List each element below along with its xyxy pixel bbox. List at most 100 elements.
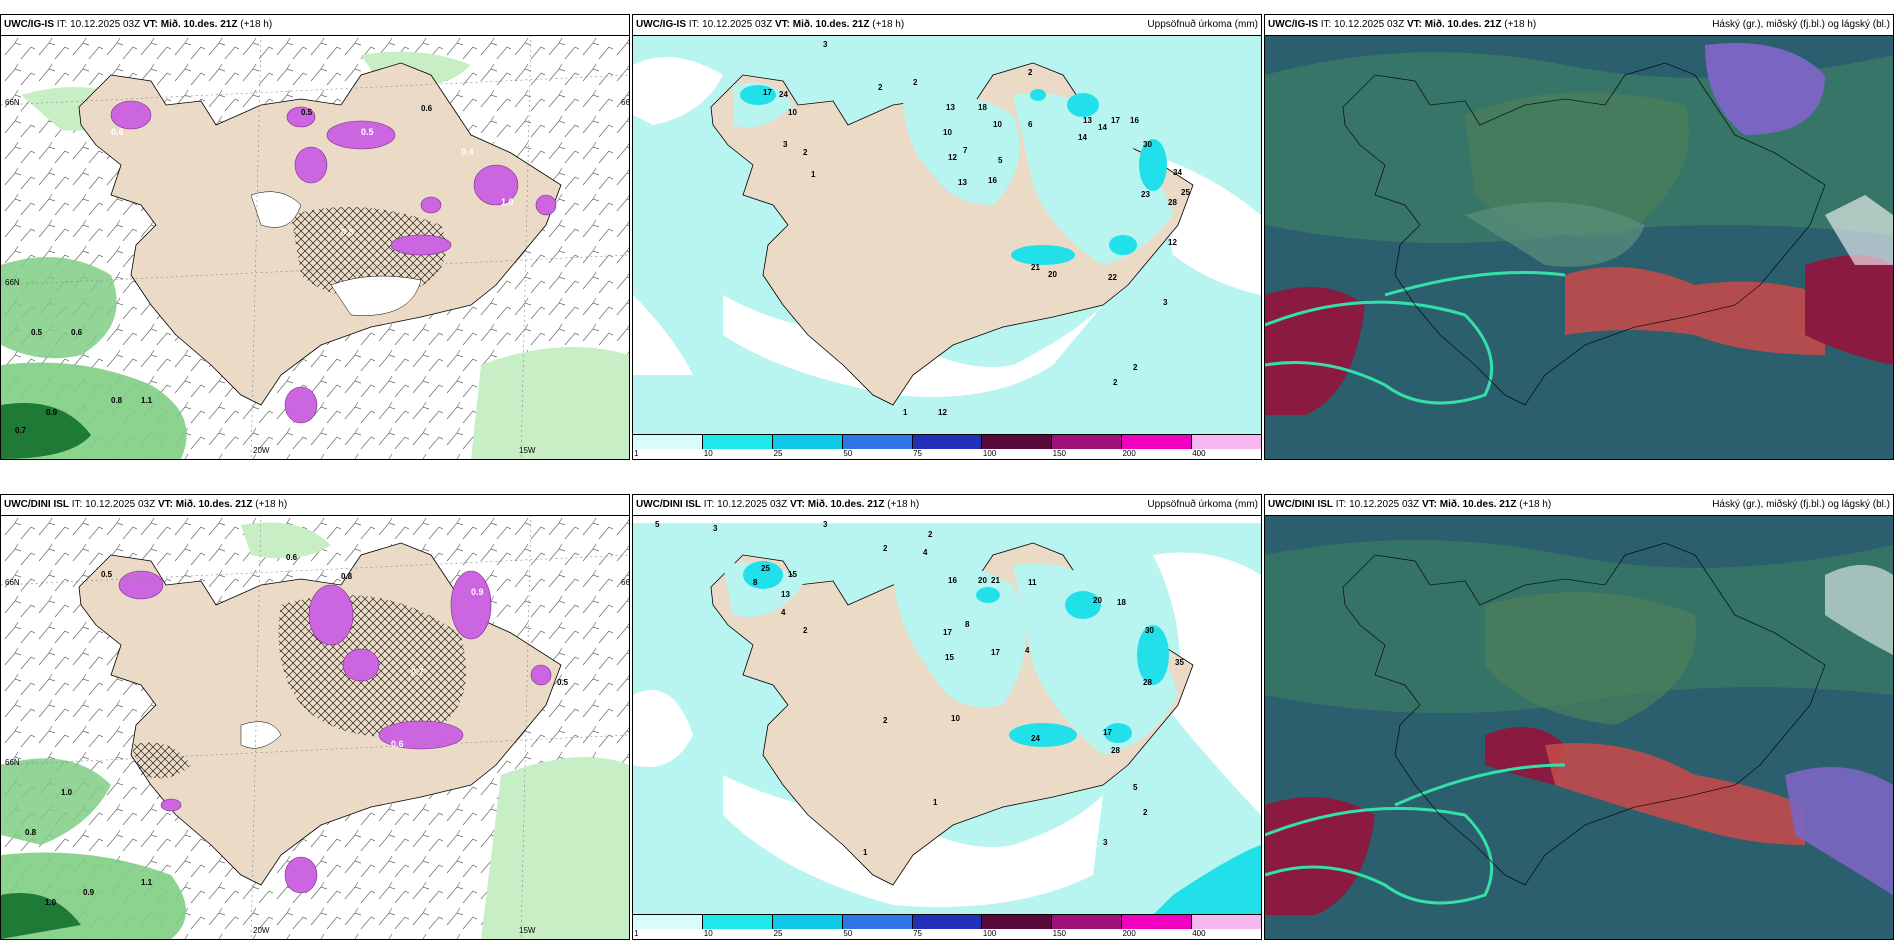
map-area (1265, 515, 1893, 939)
value-label: 4 (1025, 646, 1030, 655)
panel-dini-isl-cloud-cover: UWC/DINI ISL IT: 10.12.2025 03Z VT: Mið.… (1264, 494, 1894, 940)
value-label: 17 (943, 628, 952, 637)
panel-ig-is-cloud-cover: UWC/IG-IS IT: 10.12.2025 03Z VT: Mið. 10… (1264, 14, 1894, 460)
legend-tick-label: 10 (703, 449, 713, 458)
lat-label: 66N (5, 98, 20, 107)
precip-area (1, 257, 117, 359)
legend-swatch (702, 915, 773, 929)
precip-cyan (743, 561, 1261, 915)
value-label: 8 (965, 620, 970, 629)
value-label: 21 (991, 576, 1000, 585)
value-label: 3 (783, 140, 788, 149)
model-name: UWC/DINI ISL (1268, 499, 1333, 510)
value-label: 0.7 (411, 667, 424, 677)
value-label: 0.9 (471, 587, 484, 597)
cloud-layers-title: Háský (gr.), miðský (fj.bl.) og lágský (… (1712, 499, 1890, 510)
precip-area (1, 758, 111, 845)
legend-tick-label: 75 (913, 929, 923, 938)
value-label: 1 (863, 848, 868, 857)
value-label: 14 (1078, 133, 1087, 142)
model-name: UWC/DINI ISL (636, 499, 701, 510)
value-label: 10 (951, 714, 960, 723)
value-label: 0.8 (341, 227, 354, 237)
value-labels: 3 2 2 2 17 24 10 3 2 1 13 18 10 6 10 7 1… (763, 40, 1190, 417)
value-label: 12 (938, 408, 947, 417)
legend-swatch (1122, 435, 1193, 449)
value-label: 21 (1031, 263, 1040, 272)
value-label: 0.5 (101, 570, 113, 579)
value-label: 2 (883, 544, 888, 553)
legend-tick-label: 50 (843, 929, 853, 938)
value-label: 0.5 (301, 108, 313, 117)
valid-time: VT: Mið. 10.des. 21Z (789, 499, 885, 510)
value-label: 17 (763, 88, 772, 97)
value-label: 2 (1133, 363, 1138, 372)
lead-time: (+18 h) (1519, 499, 1552, 510)
precip-cyan (740, 85, 1167, 265)
value-label: 0.6 (391, 739, 404, 749)
value-label: 1.1 (141, 878, 153, 887)
hatched-area (131, 742, 191, 779)
cloud-layers-title: Háský (gr.), miðský (fj.bl.) og lágský (… (1712, 19, 1890, 30)
value-label: 18 (978, 103, 987, 112)
map-svg: 66N 66N 66N 20W 15W 0.6 1.0 0.8 1.1 1.0 … (1, 515, 629, 939)
value-label: 2 (1028, 68, 1033, 77)
value-label: 2 (803, 148, 808, 157)
model-name: UWC/DINI ISL (4, 499, 69, 510)
value-label: 6 (1028, 120, 1033, 129)
value-label: 16 (1130, 116, 1139, 125)
map-svg: 5 3 3 2 2 4 25 15 13 8 4 2 16 20 21 11 1… (633, 515, 1261, 915)
lead-time: (+18 h) (255, 499, 288, 510)
legend-swatch (1192, 435, 1261, 449)
value-label: 13 (958, 178, 967, 187)
legend-tick-label: 50 (843, 449, 853, 458)
legend-swatch (1122, 915, 1193, 929)
legend-swatch (912, 435, 983, 449)
legend-swatches (633, 435, 1261, 449)
value-label: 2 (878, 83, 883, 92)
value-label: 35 (1175, 658, 1184, 667)
value-label: 23 (1141, 190, 1150, 199)
map-area (1265, 35, 1893, 459)
legend-tick-label: 200 (1122, 449, 1136, 458)
value-label: 11 (1028, 578, 1037, 587)
value-label: 0.6 (286, 553, 298, 562)
value-label: 4 (781, 608, 786, 617)
hatched-area (291, 207, 446, 298)
map-svg (1265, 515, 1893, 939)
valid-time: VT: Mið. 10.des. 21Z (1421, 499, 1517, 510)
value-label: 3 (823, 40, 828, 49)
value-label: 28 (1111, 746, 1120, 755)
value-label: 24 (1031, 734, 1040, 743)
value-label: 34 (1173, 168, 1182, 177)
value-label: 12 (948, 153, 957, 162)
value-label: 0.4 (461, 147, 474, 157)
valid-time: VT: Mið. 10.des. 21Z (1406, 19, 1502, 30)
issue-time: IT: 10.12.2025 03Z (1320, 19, 1405, 30)
legend-swatch (702, 435, 773, 449)
value-label: 20 (1093, 596, 1102, 605)
value-label: 7 (963, 146, 968, 155)
value-label: 15 (788, 570, 797, 579)
panel-ig-is-accum-precip: UWC/IG-IS IT: 10.12.2025 03Z VT: Mið. 10… (632, 14, 1262, 460)
value-label: 5 (655, 520, 660, 529)
lead-time: (+18 h) (872, 19, 905, 30)
value-label: 0.6 (421, 104, 433, 113)
value-label: 30 (1145, 626, 1154, 635)
map-svg (1265, 35, 1893, 459)
value-label: 0.7 (15, 426, 27, 435)
glacier (330, 275, 422, 316)
map-svg: 66N 66N 66N 20W 15W 0.5 0.6 0.8 0.9 0.7 … (1, 35, 629, 459)
lat-label: 66N (621, 578, 629, 587)
glacier (250, 191, 302, 228)
iceland-outline (1342, 62, 1826, 406)
value-label: 25 (761, 564, 770, 573)
legend-ticks: 1 10 25 50 75 100 150 200 400 (633, 929, 1261, 939)
legend-swatch (772, 915, 843, 929)
value-labels: 5 3 3 2 2 4 25 15 13 8 4 2 16 20 21 11 1… (655, 520, 1184, 857)
valid-time: VT: Mið. 10.des. 21Z (142, 19, 238, 30)
lat-label: 66N (621, 98, 629, 107)
value-label: 2 (1113, 378, 1118, 387)
map-area: 5 3 3 2 2 4 25 15 13 8 4 2 16 20 21 11 1… (633, 515, 1261, 915)
legend-swatch (633, 435, 703, 449)
